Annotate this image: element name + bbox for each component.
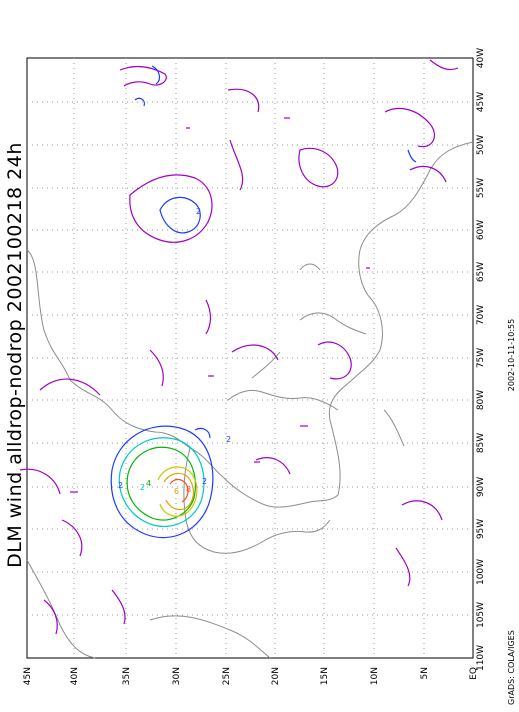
map-title: DLM wind alldrop-nodrop 2002100218 24h	[4, 142, 26, 568]
lat-tick-labels: EQ 5N 10N 15N 20N 25N 30N 35N 40N 45N	[23, 667, 479, 685]
contour-label: 2	[202, 477, 207, 486]
lon-label-85w: 85W	[476, 433, 486, 453]
contour-fragments	[70, 117, 370, 493]
contour-label: 8	[186, 485, 191, 494]
lon-label-100w: 100W	[476, 559, 486, 585]
lon-label-105w: 105W	[476, 602, 486, 628]
lat-label-5n: 5N	[420, 667, 430, 679]
contour-label: 6	[174, 487, 179, 496]
lon-label-90w: 90W	[476, 477, 486, 497]
contour-label: 2	[118, 481, 123, 490]
lon-tick-labels: 110W 105W 100W 95W 90W 85W 80W 75W 70W 6…	[476, 48, 486, 671]
contour-label: 4	[146, 479, 151, 488]
lon-label-50w: 50W	[476, 135, 486, 155]
contour-labels: 2 2 2 4 6 8 2 2	[118, 207, 231, 496]
lon-label-110w: 110W	[476, 645, 486, 671]
magenta-contours	[19, 59, 459, 635]
lon-label-70w: 70W	[476, 305, 486, 325]
lat-label-40n: 40N	[70, 667, 80, 685]
grid-lines	[27, 58, 473, 658]
lon-label-65w: 65W	[476, 262, 486, 282]
lat-label-25n: 25N	[222, 667, 232, 685]
lat-label-10n: 10N	[370, 667, 380, 685]
contour-label: 2	[226, 435, 231, 444]
blue-contours	[134, 65, 417, 439]
lon-label-95w: 95W	[476, 519, 486, 539]
lat-label-45n: 45N	[23, 667, 33, 685]
contour-label: 2	[140, 483, 145, 492]
lat-label-35n: 35N	[122, 667, 132, 685]
lon-label-80w: 80W	[476, 390, 486, 410]
credit-label: GrADS: COLA/IGES	[507, 630, 516, 705]
lat-label-20n: 20N	[271, 667, 281, 685]
lon-label-40w: 40W	[476, 48, 486, 68]
lon-label-75w: 75W	[476, 348, 486, 368]
lon-label-45w: 45W	[476, 92, 486, 112]
timestamp-label: 2002-10-11-10:55	[507, 319, 516, 391]
lat-label-eq: EQ	[469, 667, 479, 680]
lon-label-60w: 60W	[476, 220, 486, 240]
plot-frame	[26, 57, 474, 659]
coastlines	[26, 141, 474, 659]
contour-label: 2	[196, 207, 201, 216]
lon-label-55w: 55W	[476, 178, 486, 198]
lat-label-15n: 15N	[320, 667, 330, 685]
storm-contours	[110, 425, 214, 539]
lat-label-30n: 30N	[172, 667, 182, 685]
